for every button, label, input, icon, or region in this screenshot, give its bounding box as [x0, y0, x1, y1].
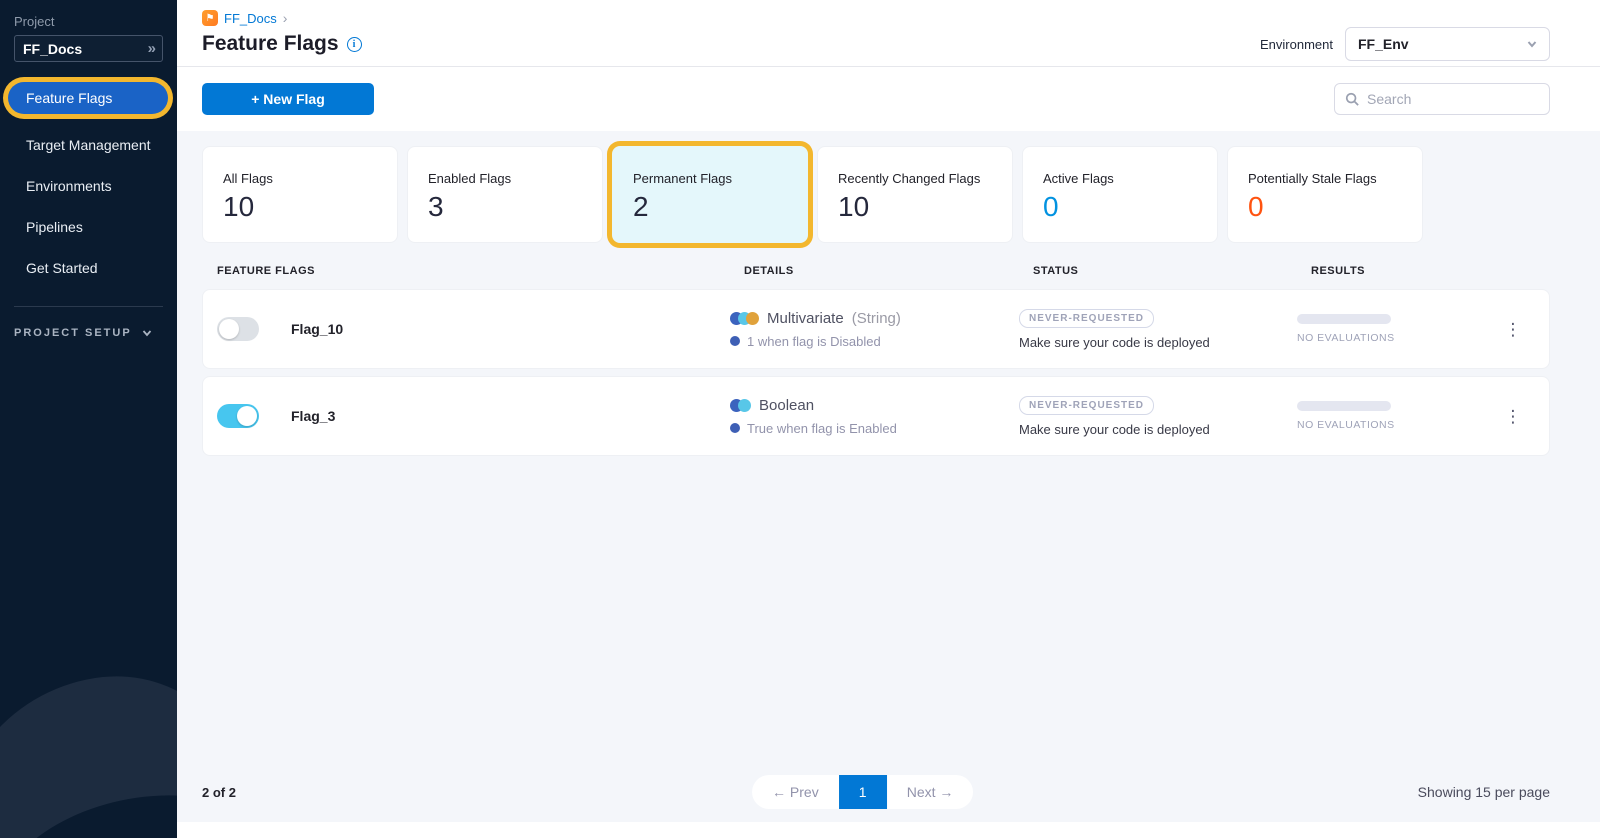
environment-value: FF_Env — [1358, 36, 1409, 52]
chevron-right-icon: › — [282, 10, 288, 26]
search-icon — [1345, 92, 1359, 106]
sidebar-nav: Feature Flags Target Management Environm… — [0, 82, 177, 284]
metric-label: Enabled Flags — [428, 171, 512, 186]
prev-page-button[interactable]: ← Prev — [752, 775, 839, 809]
sidebar-item-environments[interactable]: Environments — [8, 170, 168, 202]
flag-variation-text: True when flag is Enabled — [747, 420, 897, 436]
table-header: FEATURE FLAGS DETAILS STATUS RESULTS — [202, 243, 1550, 289]
metric-value: 0 — [1248, 191, 1264, 222]
flag-variation-text: 1 when flag is Disabled — [747, 333, 881, 349]
bottom-strip — [177, 822, 1600, 838]
flag-type: Multivariate — [767, 309, 844, 327]
flag-type: Boolean — [759, 396, 815, 414]
environment-label: Environment — [1260, 36, 1333, 52]
main-area: ⚑ FF_Docs › Feature Flags i Environment … — [177, 0, 1600, 838]
sidebar-divider — [14, 306, 163, 307]
flag-type-suffix: (String) — [851, 309, 901, 327]
project-label: Project — [14, 14, 55, 29]
current-page-button[interactable]: 1 — [838, 775, 887, 809]
status-badge: NEVER-REQUESTED — [1019, 308, 1155, 328]
sidebar: Project FF_Docs » Feature Flags Target M… — [0, 0, 177, 838]
content-area: All Flags 10 Enabled Flags 3 Permanent F… — [177, 131, 1600, 838]
metric-value: 10 — [838, 191, 870, 222]
page-header: ⚑ FF_Docs › Feature Flags i Environment … — [177, 0, 1600, 67]
column-header-feature-flags: FEATURE FLAGS — [217, 265, 315, 277]
sidebar-item-target-management[interactable]: Target Management — [8, 129, 168, 161]
chevron-down-icon — [142, 330, 151, 337]
metric-card-recently-changed-flags[interactable]: Recently Changed Flags 10 — [817, 146, 1013, 243]
metric-card-permanent-flags[interactable]: Permanent Flags 2 — [612, 146, 808, 243]
breadcrumb: ⚑ FF_Docs › — [202, 8, 362, 28]
metric-value: 3 — [428, 191, 444, 222]
sidebar-item-label: Target Management — [26, 137, 151, 153]
status-text: Make sure your code is deployed — [1019, 334, 1210, 350]
results-bar — [1297, 401, 1391, 411]
table-footer: 2 of 2 ← Prev 1 Next → Showing 15 per pa… — [202, 775, 1550, 809]
metric-value: 10 — [223, 191, 255, 222]
results-text: NO EVALUATIONS — [1297, 419, 1395, 431]
metrics-row: All Flags 10 Enabled Flags 3 Permanent F… — [202, 146, 1550, 243]
double-chevron-right-icon[interactable]: » — [147, 40, 156, 57]
column-header-results: RESULTS — [1311, 265, 1366, 277]
metric-value: 2 — [633, 191, 649, 222]
row-options-menu-icon[interactable]: ⋮ — [1504, 319, 1522, 339]
toggle-knob — [237, 406, 257, 426]
multivariate-icon — [730, 311, 759, 325]
sidebar-item-label: Feature Flags — [26, 90, 113, 106]
row-count: 2 of 2 — [202, 784, 236, 800]
status-text: Make sure your code is deployed — [1019, 421, 1210, 437]
metric-card-all-flags[interactable]: All Flags 10 — [202, 146, 398, 243]
sidebar-item-feature-flags[interactable]: Feature Flags — [8, 82, 168, 114]
boolean-icon — [730, 398, 751, 412]
showing-per-page-text: Showing 15 per page — [1417, 784, 1550, 800]
metric-label: Permanent Flags — [633, 171, 732, 186]
sidebar-item-label: Pipelines — [26, 219, 83, 235]
metric-label: Recently Changed Flags — [838, 171, 981, 186]
metric-card-active-flags[interactable]: Active Flags 0 — [1022, 146, 1218, 243]
column-header-status: STATUS — [1033, 265, 1079, 277]
metric-label: Potentially Stale Flags — [1248, 171, 1377, 186]
search-input[interactable] — [1367, 91, 1548, 107]
info-icon[interactable]: i — [346, 36, 362, 52]
next-page-button[interactable]: Next → — [887, 775, 974, 809]
metric-label: Active Flags — [1043, 171, 1114, 186]
flag-name[interactable]: Flag_10 — [291, 321, 344, 337]
project-setup-toggle[interactable]: PROJECT SETUP — [14, 327, 177, 339]
flag-name[interactable]: Flag_3 — [291, 408, 336, 424]
results-text: NO EVALUATIONS — [1297, 332, 1395, 344]
chevron-down-icon — [1527, 41, 1537, 48]
results-bar — [1297, 314, 1391, 324]
feature-flags-module-icon: ⚑ — [202, 10, 218, 26]
table-row[interactable]: Flag_3 Boolean True when flag is Enabled… — [202, 376, 1550, 456]
metric-card-enabled-flags[interactable]: Enabled Flags 3 — [407, 146, 603, 243]
sidebar-item-label: Environments — [26, 178, 112, 194]
pagination: ← Prev 1 Next → — [752, 775, 974, 809]
variation-dot-icon — [730, 423, 740, 433]
project-name: FF_Docs — [23, 40, 83, 57]
status-badge: NEVER-REQUESTED — [1019, 395, 1155, 415]
row-options-menu-icon[interactable]: ⋮ — [1504, 406, 1522, 426]
flag-toggle-on[interactable] — [217, 404, 259, 428]
sidebar-item-get-started[interactable]: Get Started — [8, 252, 168, 284]
page-title: Feature Flags — [202, 32, 339, 55]
column-header-details: DETAILS — [744, 265, 794, 277]
metric-card-potentially-stale-flags[interactable]: Potentially Stale Flags 0 — [1227, 146, 1423, 243]
toggle-knob — [219, 319, 239, 339]
new-flag-button[interactable]: + New Flag — [202, 83, 374, 115]
metric-value: 0 — [1043, 191, 1059, 222]
project-setup-label: PROJECT SETUP — [14, 327, 132, 339]
environment-select[interactable]: FF_Env — [1345, 27, 1550, 61]
sidebar-item-label: Get Started — [26, 260, 98, 276]
sidebar-item-pipelines[interactable]: Pipelines — [8, 211, 168, 243]
search-box[interactable] — [1334, 83, 1550, 115]
toolbar: + New Flag — [177, 67, 1600, 131]
breadcrumb-project-link[interactable]: FF_Docs — [224, 10, 277, 26]
project-selector[interactable]: FF_Docs » — [14, 35, 163, 62]
flag-toggle-off[interactable] — [217, 317, 259, 341]
metric-label: All Flags — [223, 171, 273, 186]
table-row[interactable]: Flag_10 Multivariate (String) 1 when fla… — [202, 289, 1550, 369]
variation-dot-icon — [730, 336, 740, 346]
